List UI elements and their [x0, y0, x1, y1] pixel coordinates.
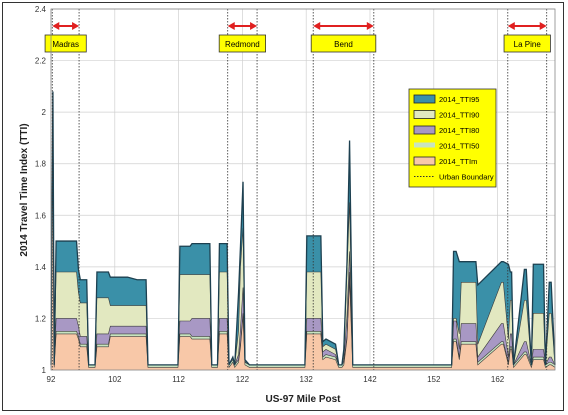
legend-swatch-2014-ttim — [413, 156, 436, 166]
urban-arrowhead-right-madras — [72, 22, 80, 30]
x-tick-label-142: 142 — [363, 375, 377, 384]
y-tick-label-1.6: 1.6 — [35, 211, 47, 220]
x-axis-ticks: 92 102 112 122 132 142 152 162 — [47, 375, 505, 384]
urban-arrowhead-right-la-pine — [539, 22, 547, 30]
city-label-redmond: Redmond — [225, 40, 260, 49]
y-tick-label-2.2: 2.2 — [35, 57, 47, 66]
y-tick-label-1.4: 1.4 — [35, 263, 47, 272]
city-box-madras — [44, 34, 87, 53]
city-box-la-pine — [503, 34, 551, 53]
line-2014-ttim — [50, 96, 556, 369]
legend-swatch-2014-tti80 — [413, 125, 436, 135]
plot-border — [50, 8, 556, 371]
legend-swatch-2014-tti95 — [413, 94, 436, 104]
city-label-madras: Madras — [52, 40, 79, 49]
line-2014-tti80 — [50, 91, 556, 366]
urban-arrowhead-left-redmond — [227, 22, 235, 30]
line-2014-tti95 — [50, 91, 556, 366]
x-tick-label-92: 92 — [47, 375, 56, 384]
city-box-redmond — [218, 34, 266, 53]
x-tick-label-162: 162 — [491, 375, 505, 384]
legend-label-2014-ttim: 2014_TTIm — [439, 157, 477, 166]
y-tick-label-2: 2 — [42, 108, 47, 117]
line-2014-tti90 — [50, 91, 556, 366]
legend: 2014_TTI95 2014_TTI90 2014_TTI80 2014_TTI50… — [408, 88, 497, 188]
line-2014-tti50 — [50, 94, 556, 366]
y-tick-label-2.4: 2.4 — [35, 5, 47, 14]
legend-label-2014-tti90: 2014_TTI90 — [439, 111, 479, 120]
legend-swatch-2014-tti50 — [414, 142, 435, 148]
y-axis-ticks: 1 1.2 1.4 1.6 1.8 2 2.2 2.4 — [35, 5, 47, 375]
urban-boundaries: Madras Redmond Bend La Pine — [44, 9, 551, 370]
x-tick-label-102: 102 — [108, 375, 122, 384]
legend-label-2014-tti80: 2014_TTI80 — [439, 126, 479, 135]
urban-arrowhead-left-madras — [52, 22, 60, 30]
x-tick-label-152: 152 — [427, 375, 441, 384]
y-tick-label-1: 1 — [42, 366, 47, 375]
series-areas — [50, 91, 556, 371]
legend-label-2014-tti50: 2014_TTI50 — [439, 142, 479, 151]
city-box-bend — [310, 34, 377, 53]
area-2014-tti80 — [51, 91, 555, 370]
x-axis-title: US-97 Mile Post — [265, 394, 341, 405]
urban-arrowhead-left-la-pine — [507, 22, 515, 30]
x-tick-label-112: 112 — [172, 375, 185, 384]
city-label-la-pine: La Pine — [514, 40, 542, 49]
urban-arrowhead-right-bend — [366, 22, 374, 30]
legend-box — [408, 88, 497, 188]
legend-swatch-2014-tti90 — [413, 110, 436, 119]
urban-arrowhead-left-bend — [313, 22, 321, 30]
x-tick-label-122: 122 — [236, 375, 250, 384]
y-tick-label-1.8: 1.8 — [35, 160, 47, 169]
x-tick-label-132: 132 — [300, 375, 314, 384]
legend-label-2014-tti95: 2014_TTI95 — [439, 95, 479, 104]
urban-arrowhead-right-redmond — [250, 22, 258, 30]
city-label-bend: Bend — [334, 40, 353, 49]
legend-label-urban-boundary: Urban Boundary — [439, 173, 494, 182]
y-axis-title: 2014 Travel Time Index (TTI) — [19, 123, 30, 256]
y-tick-label-1.2: 1.2 — [35, 314, 47, 323]
